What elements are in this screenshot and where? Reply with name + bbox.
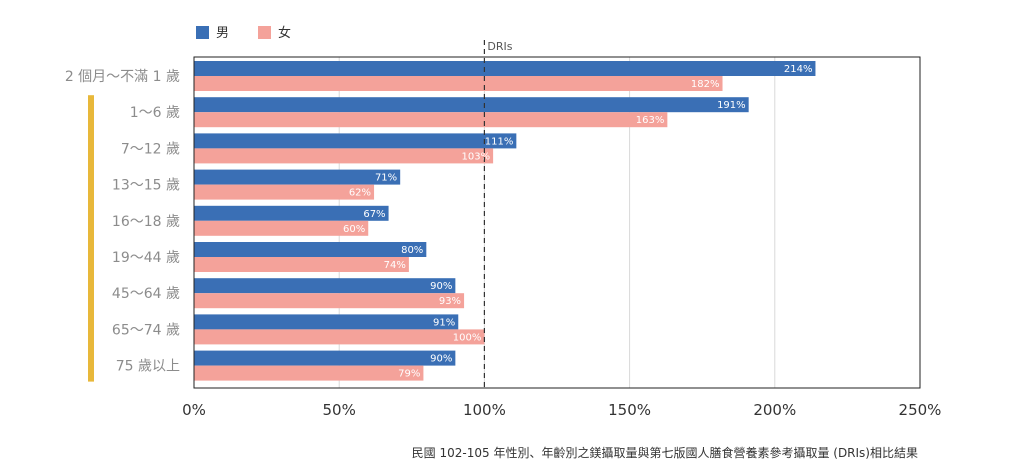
bar [194, 365, 424, 381]
data-label: 100% [453, 332, 482, 343]
bar [194, 278, 456, 294]
x-tick-label: 250% [899, 401, 942, 419]
bar [194, 257, 409, 272]
bar [194, 169, 401, 185]
bar [194, 76, 723, 91]
x-tick-label: 200% [753, 401, 796, 419]
bar [194, 350, 456, 366]
bar [194, 148, 494, 164]
category-label: 2 個月～不滿 1 歲 [65, 69, 180, 85]
category-label: 65～74 歲 [112, 322, 180, 338]
x-tick-label: 50% [323, 401, 356, 419]
category-label: 1～6 歲 [130, 105, 180, 121]
bar [194, 242, 427, 257]
bar [194, 133, 517, 149]
data-label: 103% [462, 151, 491, 162]
x-tick-label: 100% [463, 401, 506, 419]
legend: 男女 [196, 25, 291, 41]
data-label: 163% [636, 115, 665, 126]
age-bracket-bar [88, 95, 94, 382]
data-label: 93% [439, 296, 461, 307]
data-label: 182% [691, 79, 720, 90]
category-label: 75 歲以上 [116, 359, 180, 375]
bar [194, 220, 369, 236]
legend-label: 女 [278, 25, 291, 41]
chart-caption: 民國 102-105 年性別、年齡別之鎂攝取量與第七版國人膳食營養素參考攝取量 … [412, 445, 918, 460]
bar [194, 97, 749, 113]
category-label: 19～44 歲 [112, 250, 180, 266]
bar [194, 329, 485, 345]
data-label: 214% [784, 64, 813, 75]
bars: 214% 182% 191% 163% 111% 103% 71% 62% 67% 60% 80% 7… [194, 61, 816, 381]
bar [194, 184, 375, 200]
legend-swatch [258, 26, 271, 39]
reference-line-label: DRIs [487, 40, 512, 53]
plot-frame [193, 56, 921, 389]
category-label: 45～64 歲 [112, 286, 180, 302]
reference-line: DRIs [483, 40, 513, 388]
data-label: 80% [401, 245, 423, 256]
data-label: 67% [363, 209, 385, 220]
data-label: 111% [485, 136, 514, 147]
bar [194, 205, 389, 221]
data-label: 62% [349, 188, 371, 199]
plot-border [193, 56, 921, 389]
bracket [88, 95, 94, 382]
data-label: 191% [717, 100, 746, 111]
data-label: 90% [430, 354, 452, 365]
x-tick-label: 150% [608, 401, 651, 419]
category-labels: 2 個月～不滿 1 歲 1～6 歲 7～12 歲 13～15 歲 16～18 歲 19～4… [65, 69, 180, 375]
bar [194, 293, 465, 309]
data-label: 74% [384, 260, 406, 271]
data-label: 90% [430, 281, 452, 292]
category-label: 13～15 歲 [112, 178, 180, 194]
bar [194, 112, 668, 128]
x-axis-ticks: 0% 50% 100% 150% 200% 250% [182, 401, 941, 419]
data-label: 71% [375, 173, 397, 184]
x-tick-label: 0% [182, 401, 206, 419]
legend-label: 男 [216, 26, 229, 41]
bar [194, 61, 816, 76]
data-label: 79% [398, 369, 420, 380]
category-label: 16～18 歲 [112, 214, 180, 230]
bar [194, 314, 459, 330]
category-label: 7～12 歲 [121, 141, 180, 157]
data-label: 60% [343, 224, 365, 235]
legend-swatch [196, 26, 209, 39]
data-label: 91% [433, 317, 455, 328]
